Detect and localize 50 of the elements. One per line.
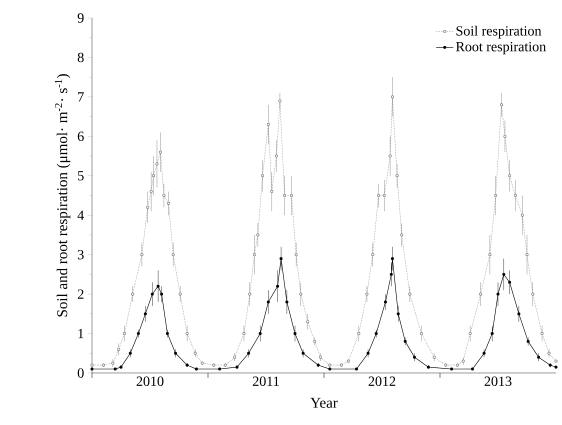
y-tick-label: 2 [78, 289, 84, 299]
y-tick-label: 1 [78, 328, 84, 338]
x-tick-label: 2011 [252, 376, 279, 386]
point [174, 352, 178, 355]
point [396, 312, 400, 316]
point [258, 332, 262, 336]
point [526, 340, 530, 343]
point [490, 332, 494, 336]
point [366, 352, 370, 355]
x-tick-label: 2010 [136, 376, 164, 386]
point [508, 280, 512, 284]
point [128, 352, 132, 355]
y-tick-label: 5 [78, 171, 84, 180]
point [537, 356, 540, 359]
point [280, 257, 283, 260]
x-tick-label: 2012 [368, 376, 396, 386]
point [166, 332, 169, 336]
y-tick-label: 6 [78, 132, 84, 142]
y-axis-title: Soil and root respiration (μmol· m$^{-2}$· s$^{-1}$) [54, 74, 70, 316]
point [404, 340, 407, 343]
point [160, 292, 164, 296]
point [412, 356, 416, 359]
y-tick-label: 0 [78, 368, 84, 378]
point [276, 284, 280, 288]
point [302, 352, 305, 355]
point [384, 300, 387, 304]
legend-label: Root respiration [456, 42, 546, 54]
point [294, 332, 296, 336]
point [266, 300, 270, 304]
y-tick-label: 7 [78, 92, 84, 102]
point [517, 312, 520, 316]
point [502, 272, 506, 276]
y-tick-label: 8 [78, 52, 84, 62]
y-tick-label: 3 [78, 250, 84, 260]
point [136, 332, 140, 336]
point [144, 312, 147, 316]
legend-label: Soil respiration [456, 26, 542, 38]
x-tick-label: 2013 [484, 376, 512, 386]
point [496, 292, 500, 296]
y-tick-label: 9 [78, 13, 84, 23]
point [156, 284, 160, 288]
point [285, 300, 288, 304]
point [390, 257, 394, 260]
point [150, 292, 154, 296]
point [390, 272, 393, 276]
y-tick-label: 4 [77, 210, 84, 220]
x-axis-title: Year [310, 398, 338, 408]
point [482, 352, 486, 355]
point [374, 332, 378, 336]
point [247, 352, 250, 355]
